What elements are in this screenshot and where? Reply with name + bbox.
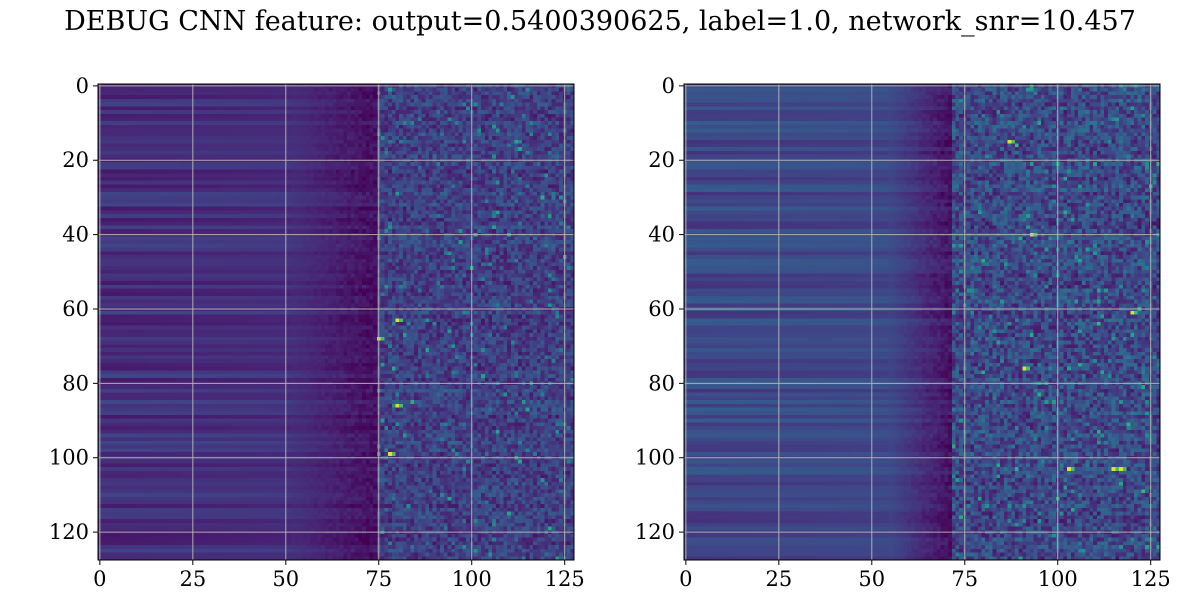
x-tick-label: 50 [272, 567, 299, 591]
x-tick-label: 0 [679, 567, 692, 591]
y-tick-label: 120 [49, 520, 89, 544]
y-tick-label: 80 [648, 371, 675, 395]
x-tick-label: 25 [179, 567, 206, 591]
heatmap-image [684, 84, 1160, 560]
x-tick-label: 0 [93, 567, 106, 591]
y-tick-label: 0 [76, 74, 89, 98]
y-tick-label: 120 [635, 520, 675, 544]
y-tick-label: 20 [648, 148, 675, 172]
x-tick-label: 100 [452, 567, 492, 591]
y-tick-label: 0 [662, 74, 675, 98]
y-tick-label: 100 [635, 446, 675, 470]
x-tick-label: 75 [951, 567, 978, 591]
x-tick-label: 125 [545, 567, 585, 591]
y-tick-label: 60 [62, 297, 89, 321]
figure-title: DEBUG CNN feature: output=0.5400390625, … [64, 6, 1136, 37]
y-tick-label: 40 [62, 223, 89, 247]
x-tick-label: 25 [765, 567, 792, 591]
heatmap-image [98, 84, 574, 560]
y-tick-label: 100 [49, 446, 89, 470]
x-tick-label: 75 [365, 567, 392, 591]
x-tick-label: 100 [1038, 567, 1078, 591]
heatmap-panel-right: 0 25 50 75 100 125 0 20 40 60 80 100 120 [635, 74, 1171, 591]
axes-frame [97, 83, 575, 561]
y-tick-label: 20 [62, 148, 89, 172]
heatmap-panel-left: 0 25 50 75 100 125 0 20 40 60 80 100 120 [49, 74, 585, 591]
axes-frame [683, 83, 1161, 561]
y-tick-label: 60 [648, 297, 675, 321]
y-tick-label: 80 [62, 371, 89, 395]
x-tick-label: 125 [1131, 567, 1171, 591]
x-tick-label: 50 [858, 567, 885, 591]
y-tick-label: 40 [648, 223, 675, 247]
